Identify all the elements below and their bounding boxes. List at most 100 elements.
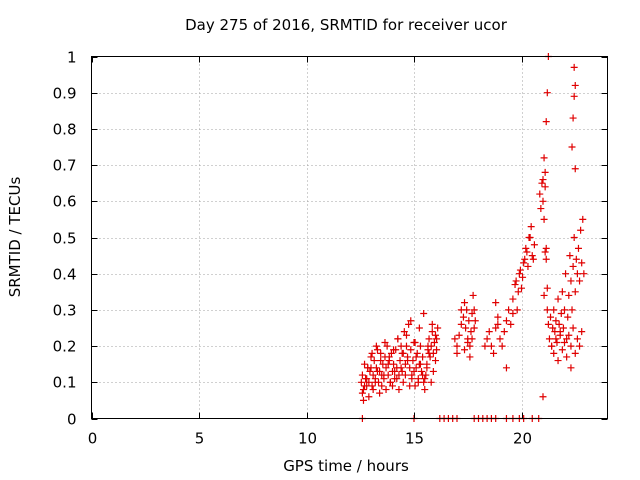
data-points (357, 53, 588, 422)
data-point (402, 342, 410, 350)
data-point (536, 190, 544, 198)
data-point (537, 205, 545, 213)
data-point (567, 277, 575, 285)
data-point (485, 328, 493, 336)
data-point (466, 353, 474, 361)
data-point (414, 378, 422, 386)
data-point (455, 331, 463, 339)
data-point (401, 360, 409, 368)
data-point (428, 320, 436, 328)
data-point (545, 335, 553, 343)
data-point (579, 215, 587, 223)
data-point (397, 364, 405, 372)
data-point (471, 317, 479, 325)
data-point (552, 317, 560, 325)
data-point (543, 89, 551, 97)
data-point (419, 353, 427, 361)
data-point (511, 281, 519, 289)
data-point (567, 342, 575, 350)
data-point (411, 338, 419, 346)
data-point (415, 324, 423, 332)
data-point (540, 215, 548, 223)
y-tick-label: 0.9 (53, 85, 77, 103)
data-point (539, 197, 547, 205)
data-point (406, 382, 414, 390)
data-point (373, 346, 381, 354)
data-point (384, 360, 392, 368)
data-point (461, 299, 469, 307)
data-point (394, 335, 402, 343)
data-point (381, 338, 389, 346)
data-point (462, 324, 470, 332)
data-point (568, 306, 576, 314)
data-point (529, 255, 537, 263)
data-point (395, 386, 403, 394)
data-point (428, 328, 436, 336)
data-point (569, 114, 577, 122)
data-point (509, 295, 517, 303)
data-point (541, 183, 549, 191)
y-tick-label: 0.5 (53, 230, 77, 248)
data-point (382, 364, 390, 372)
data-point (399, 378, 407, 386)
data-point (561, 306, 568, 314)
data-point (502, 364, 510, 372)
data-point (398, 367, 406, 375)
data-point (525, 234, 533, 241)
data-point (400, 328, 408, 336)
data-point (390, 346, 398, 354)
data-point (554, 295, 562, 303)
data-point (398, 349, 406, 357)
data-point (372, 342, 380, 350)
data-point (539, 393, 547, 401)
data-point (570, 92, 578, 100)
data-point (407, 346, 415, 354)
data-point (558, 346, 566, 354)
data-point (405, 320, 413, 328)
data-point (377, 349, 385, 357)
data-point (518, 284, 525, 292)
data-point (453, 349, 461, 357)
data-point (514, 288, 522, 296)
data-point (385, 353, 393, 361)
data-point (468, 310, 476, 318)
data-point (553, 338, 561, 346)
data-point (571, 288, 579, 296)
data-point (369, 386, 377, 394)
data-point (494, 313, 502, 321)
data-point (421, 386, 429, 394)
data-point (453, 342, 461, 350)
data-point (467, 328, 475, 336)
data-point (466, 342, 474, 350)
data-point (496, 335, 504, 343)
data-point (406, 364, 414, 372)
grid (91, 56, 608, 419)
data-point (577, 226, 585, 234)
data-point (386, 378, 394, 386)
data-point (507, 320, 515, 328)
y-tick-label: 0.3 (53, 302, 77, 320)
data-point (509, 310, 517, 318)
data-point (419, 371, 427, 379)
data-point (357, 378, 365, 386)
data-point (530, 241, 538, 249)
data-point (358, 371, 366, 379)
data-point (528, 252, 536, 260)
data-point (569, 324, 577, 332)
data-point (410, 367, 418, 375)
data-point (520, 259, 528, 267)
data-point (502, 317, 510, 325)
data-point (481, 342, 489, 350)
data-point (433, 335, 441, 343)
data-point (487, 342, 495, 350)
data-point (370, 357, 378, 365)
data-point (565, 331, 573, 339)
data-point (570, 234, 578, 241)
data-point (459, 313, 467, 321)
y-tick-label: 0 (67, 411, 77, 429)
data-point (547, 313, 555, 321)
data-point (433, 346, 441, 354)
data-point (513, 306, 521, 314)
data-point (469, 291, 477, 299)
data-point (570, 63, 578, 71)
